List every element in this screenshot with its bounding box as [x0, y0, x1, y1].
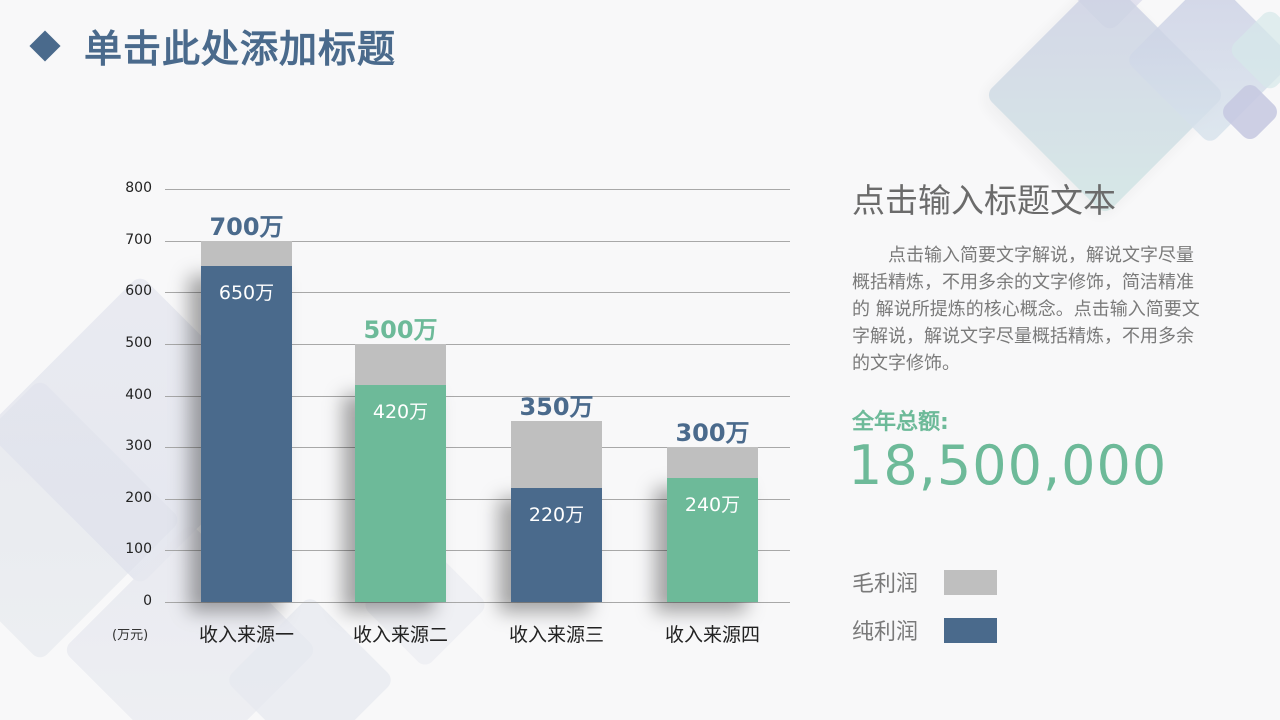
legend-item-gross-profit: 毛利润 [852, 566, 997, 598]
bar-net-profit: 420万 [355, 385, 446, 602]
bar-total-label: 500万 [363, 315, 438, 344]
bar-value-label: 220万 [528, 504, 585, 527]
panel-title[interactable]: 点击输入标题文本 [852, 181, 1116, 220]
bar-value-label: 240万 [684, 494, 741, 517]
bar-net-profit: 240万 [667, 478, 758, 602]
bar-value-label: 420万 [372, 401, 429, 424]
bar-value-label: 650万 [218, 282, 275, 305]
legend-swatch-blue [944, 617, 997, 643]
total-value: 18,500,000 [848, 434, 1168, 497]
gridline [165, 395, 790, 397]
gridline [165, 240, 790, 242]
gridline [165, 292, 790, 294]
gridline [165, 343, 790, 345]
y-axis-tick-label: 500 [125, 334, 152, 351]
bar-net-profit: 220万 [511, 488, 602, 602]
bar-total-label: 700万 [209, 212, 284, 241]
y-axis-tick-label: 600 [125, 283, 152, 300]
legend-label: 纯利润 [852, 620, 919, 645]
x-axis-category-label: 收入来源三 [508, 624, 604, 646]
panel-description[interactable]: 点击输入简要文字解说，解说文字尽量概括精炼，不用多余的文字修饰，简洁精准的 解说… [852, 245, 1200, 374]
bar-chart: 0 100 200 300 400 500 600 700 800 650万 700万收入来源一 42… [125, 180, 790, 646]
gridline [165, 550, 790, 552]
gridline [165, 447, 790, 449]
bar-net-profit: 650万 [201, 266, 292, 602]
gridline [165, 189, 790, 190]
gridline [165, 498, 790, 500]
y-axis-tick-label: 800 [125, 180, 152, 196]
x-axis-category-label: 收入来源四 [664, 624, 760, 646]
legend-label: 毛利润 [852, 572, 919, 597]
gridline [165, 602, 790, 603]
legend-swatch-gray [944, 569, 997, 595]
legend-item-net-profit: 纯利润 [852, 614, 997, 646]
page-title[interactable]: 单击此处添加标题 [29, 18, 397, 73]
y-axis-unit: (万元) [112, 628, 149, 643]
total-label: 全年总额: [852, 410, 949, 435]
bar-total-label: 300万 [675, 419, 750, 448]
y-axis-tick-label: 200 [125, 489, 152, 506]
y-axis-tick-label: 700 [125, 231, 152, 248]
y-axis-tick-label: 0 [143, 593, 152, 609]
page-title-text[interactable]: 单击此处添加标题 [84, 27, 397, 71]
x-axis-category-label: 收入来源二 [352, 624, 448, 646]
y-axis-tick-label: 100 [125, 541, 152, 558]
y-axis-tick-label: 300 [125, 438, 152, 455]
bar-total-label: 350万 [519, 393, 594, 422]
y-axis-tick-label: 400 [125, 386, 152, 403]
x-axis-category-label: 收入来源一 [198, 624, 294, 646]
